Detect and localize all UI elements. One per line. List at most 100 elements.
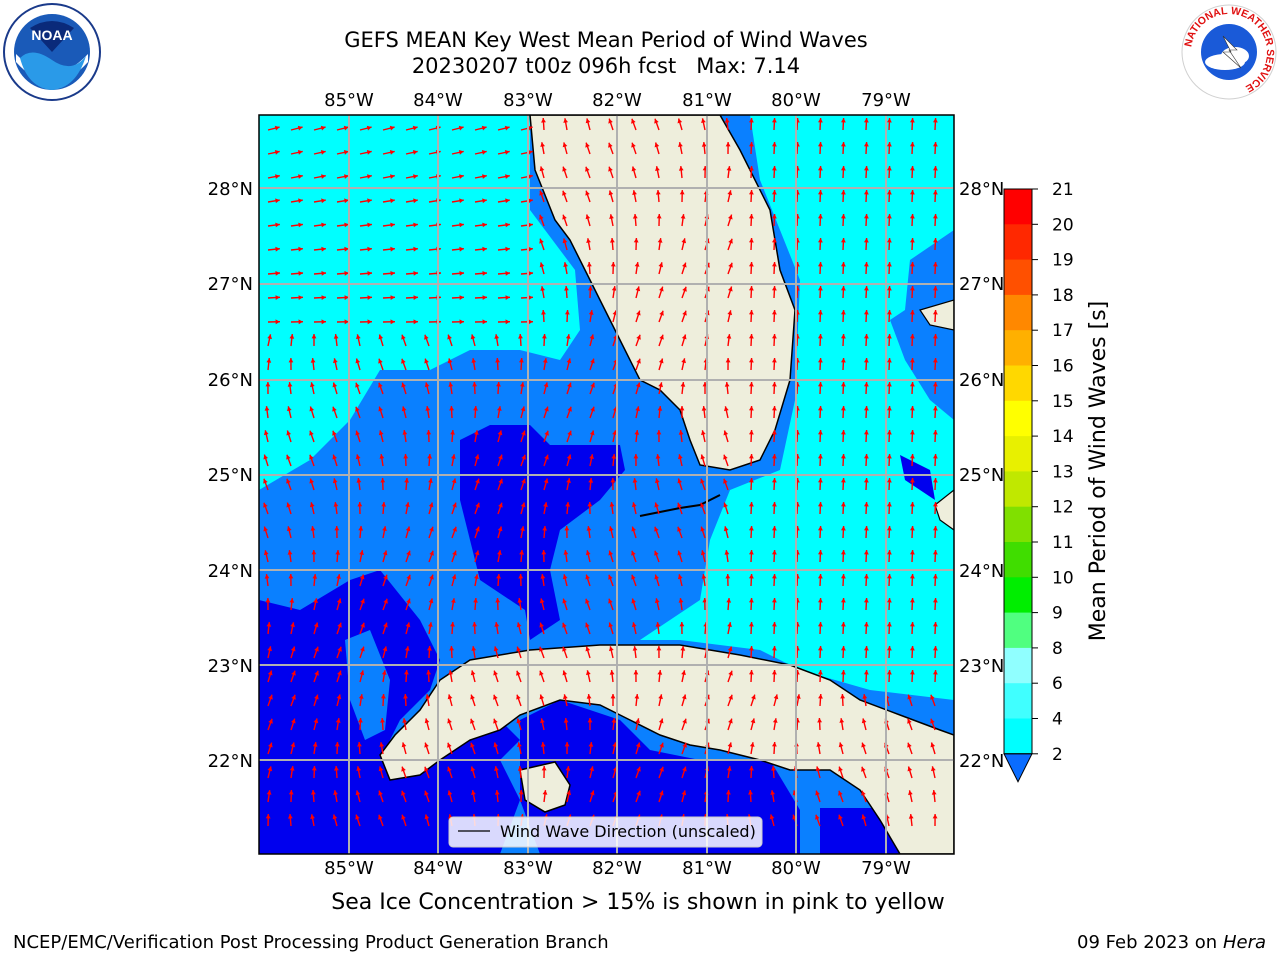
wind-arrow-head	[657, 406, 663, 411]
wind-arrow-head	[749, 550, 754, 555]
wind-arrow-head	[298, 174, 303, 179]
lon-label-bottom: 85°W	[324, 858, 374, 879]
wind-arrow-head	[357, 742, 362, 747]
wind-arrow-head	[749, 646, 754, 651]
wind-arrow-head	[634, 694, 640, 699]
wind-arrow-head	[841, 190, 846, 195]
colorbar-tick-label: 2	[1052, 745, 1063, 765]
wind-arrow-head	[841, 334, 846, 339]
wind-arrow-head	[498, 454, 503, 460]
wind-arrow-head	[933, 526, 938, 531]
wind-arrow-head	[887, 262, 892, 267]
wind-arrow-head	[266, 358, 272, 363]
wind-arrow-head	[337, 622, 342, 628]
wind-arrow-head	[726, 790, 731, 795]
wind-arrow-head	[772, 742, 777, 747]
wind-arrow-head	[449, 646, 454, 651]
wind-arrow-head	[910, 574, 915, 579]
wind-arrow-head	[841, 598, 846, 603]
wind-arrow-head	[772, 214, 777, 219]
legend: Wind Wave Direction (unscaled)	[448, 816, 763, 848]
wind-arrow-head	[887, 118, 892, 123]
wind-arrow-head	[539, 238, 544, 244]
wind-arrow-head	[679, 406, 685, 411]
left-lat-labels: 28°N 27°N 26°N 25°N 24°N 23°N 22°N	[208, 179, 253, 772]
wind-arrow-head	[864, 358, 869, 363]
wind-arrow-head	[275, 174, 280, 179]
wind-arrow-head	[841, 214, 846, 219]
wind-arrow-head	[887, 670, 892, 675]
wind-arrow-head	[701, 430, 706, 436]
wind-arrow-head	[749, 622, 754, 627]
wind-arrow-head	[450, 622, 455, 627]
wind-arrow-head	[412, 150, 418, 155]
wind-arrow-head	[749, 286, 754, 291]
wind-arrow-head	[587, 718, 593, 723]
wind-arrow-head	[309, 478, 314, 484]
wind-arrow-head	[608, 166, 613, 172]
wind-arrow-head	[750, 718, 756, 724]
wind-arrow-head	[401, 382, 406, 388]
wind-arrow-head	[631, 166, 637, 172]
wind-arrow-head	[608, 574, 613, 580]
wind-arrow-head	[654, 598, 660, 604]
wind-arrow-head	[367, 174, 372, 179]
wind-arrow-head	[380, 478, 386, 483]
wind-arrow-head	[838, 742, 844, 748]
wind-arrow-head	[494, 790, 500, 795]
colorbar-segment	[1004, 612, 1032, 649]
wind-arrow-head	[910, 430, 915, 435]
wind-arrow-head	[390, 295, 395, 300]
gridlines	[259, 115, 954, 854]
wind-arrow-head	[861, 766, 866, 772]
lat-label-right: 28°N	[959, 179, 1004, 200]
wind-arrow-head	[413, 295, 418, 300]
wind-arrow-head	[426, 670, 431, 675]
colorbar: 21 20 19 18 17 16 15 14 13 12 11 10 9 8 6 4 2	[1003, 180, 1074, 783]
colorbar-tick-label: 4	[1052, 710, 1063, 730]
credit-text: NCEP/EMC/Verification Post Processing Pr…	[13, 932, 609, 953]
wind-arrow-head	[383, 574, 388, 580]
wind-arrow-head	[636, 310, 641, 316]
wind-arrow-head	[680, 646, 686, 651]
wind-arrow-head	[424, 766, 429, 772]
wind-arrow-head	[355, 814, 360, 820]
wind-arrow-head	[887, 454, 892, 459]
lat-label-right: 26°N	[959, 370, 1004, 391]
wind-arrow-head	[543, 502, 548, 507]
wind-arrow-head	[311, 334, 317, 339]
wind-arrow-head	[933, 238, 938, 243]
colorbar-tick-label: 15	[1052, 392, 1074, 412]
wind-arrow-head	[796, 694, 801, 699]
wind-arrow-head	[298, 319, 303, 325]
wind-arrow-head	[334, 766, 339, 771]
wind-arrow-head	[366, 150, 372, 155]
wind-arrow-head	[344, 222, 349, 228]
wind-arrow-head	[288, 358, 294, 363]
wind-arrow-head	[887, 310, 892, 315]
wind-arrow-head	[309, 454, 314, 460]
wind-arrow-head	[314, 670, 319, 676]
wind-arrow-head	[818, 646, 823, 651]
wind-arrow-head	[772, 454, 777, 459]
wind-arrow-head	[505, 174, 510, 179]
wind-arrow-head	[751, 694, 756, 700]
wind-arrow-head	[447, 790, 453, 796]
wind-arrow-head	[540, 142, 545, 147]
wind-arrow-head	[543, 478, 549, 484]
wind-arrow-head	[458, 150, 464, 155]
wind-arrow-head	[815, 814, 820, 820]
wind-arrow-head	[320, 125, 326, 131]
wind-arrow-head	[474, 574, 479, 579]
wind-arrow-head	[333, 502, 339, 507]
wind-arrow-head	[841, 286, 846, 291]
wind-arrow-head	[264, 574, 270, 579]
wind-arrow-head	[841, 118, 846, 123]
wind-arrow-head	[527, 150, 533, 155]
wind-arrow-head	[749, 430, 754, 435]
wind-arrow-head	[428, 478, 433, 483]
wind-arrow-head	[378, 430, 384, 436]
wind-arrow-head	[772, 118, 777, 123]
wind-arrow-head	[724, 118, 730, 123]
wind-arrow-head	[933, 670, 938, 675]
